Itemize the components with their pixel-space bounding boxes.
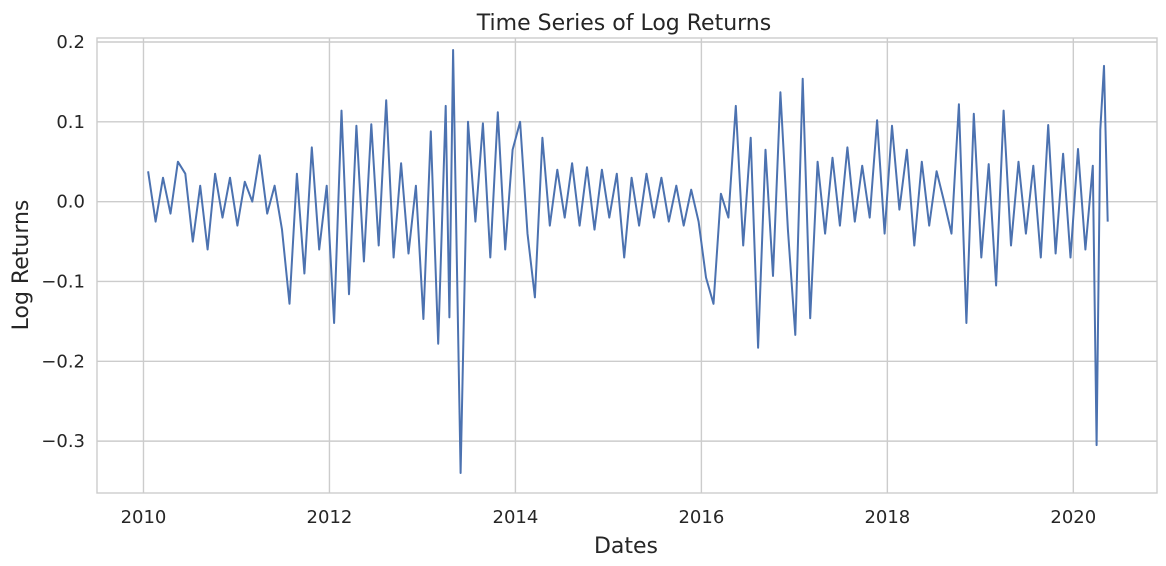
x-tick-label: 2012 — [307, 507, 353, 528]
y-tick-label: −0.3 — [41, 431, 85, 452]
chart-title: Time Series of Log Returns — [476, 11, 771, 36]
plot-frame — [96, 37, 1158, 494]
x-tick-label: 2016 — [678, 507, 724, 528]
x-gridlines — [142, 38, 1075, 493]
x-tick-label: 2018 — [864, 507, 910, 528]
x-tick-label: 2020 — [1050, 507, 1096, 528]
series-line — [147, 49, 1109, 474]
series-group — [147, 49, 1109, 474]
y-tick-label: −0.1 — [41, 271, 85, 292]
x-tick-labels: 2010 2012 2014 2016 2018 2020 — [121, 507, 1097, 528]
y-tick-labels: 0.2 0.1 0.0 −0.1 −0.2 −0.3 — [41, 32, 85, 452]
y-gridlines — [97, 41, 1157, 442]
x-tick-label: 2010 — [121, 507, 167, 528]
y-tick-label: 0.2 — [56, 32, 85, 53]
x-axis-label: Dates — [594, 534, 658, 559]
x-tick-label: 2014 — [493, 507, 539, 528]
y-tick-label: −0.2 — [41, 351, 85, 372]
y-axis-label: Log Returns — [9, 200, 34, 331]
y-tick-label: 0.0 — [56, 192, 85, 213]
y-tick-label: 0.1 — [56, 112, 85, 133]
